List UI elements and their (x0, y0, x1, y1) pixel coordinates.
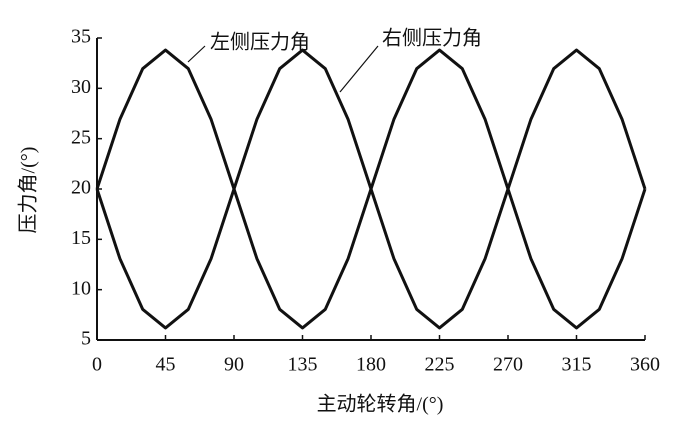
x-tick-label: 315 (562, 354, 592, 376)
y-tick-label: 10 (71, 277, 91, 299)
line-series (95, 48, 647, 330)
x-tick-label: 180 (356, 354, 386, 376)
x-tick-label: 270 (493, 354, 523, 376)
y-tick-label: 20 (71, 177, 91, 199)
x-tick-label: 360 (630, 354, 660, 376)
y-axis-label: 压力角/(°) (17, 147, 40, 234)
leader-line (187, 45, 206, 63)
leader-line (339, 45, 379, 93)
y-tick-label: 15 (71, 227, 91, 249)
y-tick-label: 35 (71, 26, 91, 48)
y-tick-label: 5 (81, 328, 91, 350)
x-tick-label: 135 (288, 354, 318, 376)
x-tick-label: 90 (224, 354, 244, 376)
x-tick-label: 45 (156, 354, 176, 376)
annotation: 右侧压力角 (382, 27, 482, 50)
y-tick-label: 30 (71, 76, 91, 98)
x-tick-label: 225 (425, 354, 455, 376)
annotation: 左侧压力角 (210, 31, 310, 54)
y-tick-label: 25 (71, 126, 91, 148)
x-axis-label: 主动轮转角/(°) (317, 393, 444, 416)
x-tick-label: 0 (92, 354, 102, 376)
